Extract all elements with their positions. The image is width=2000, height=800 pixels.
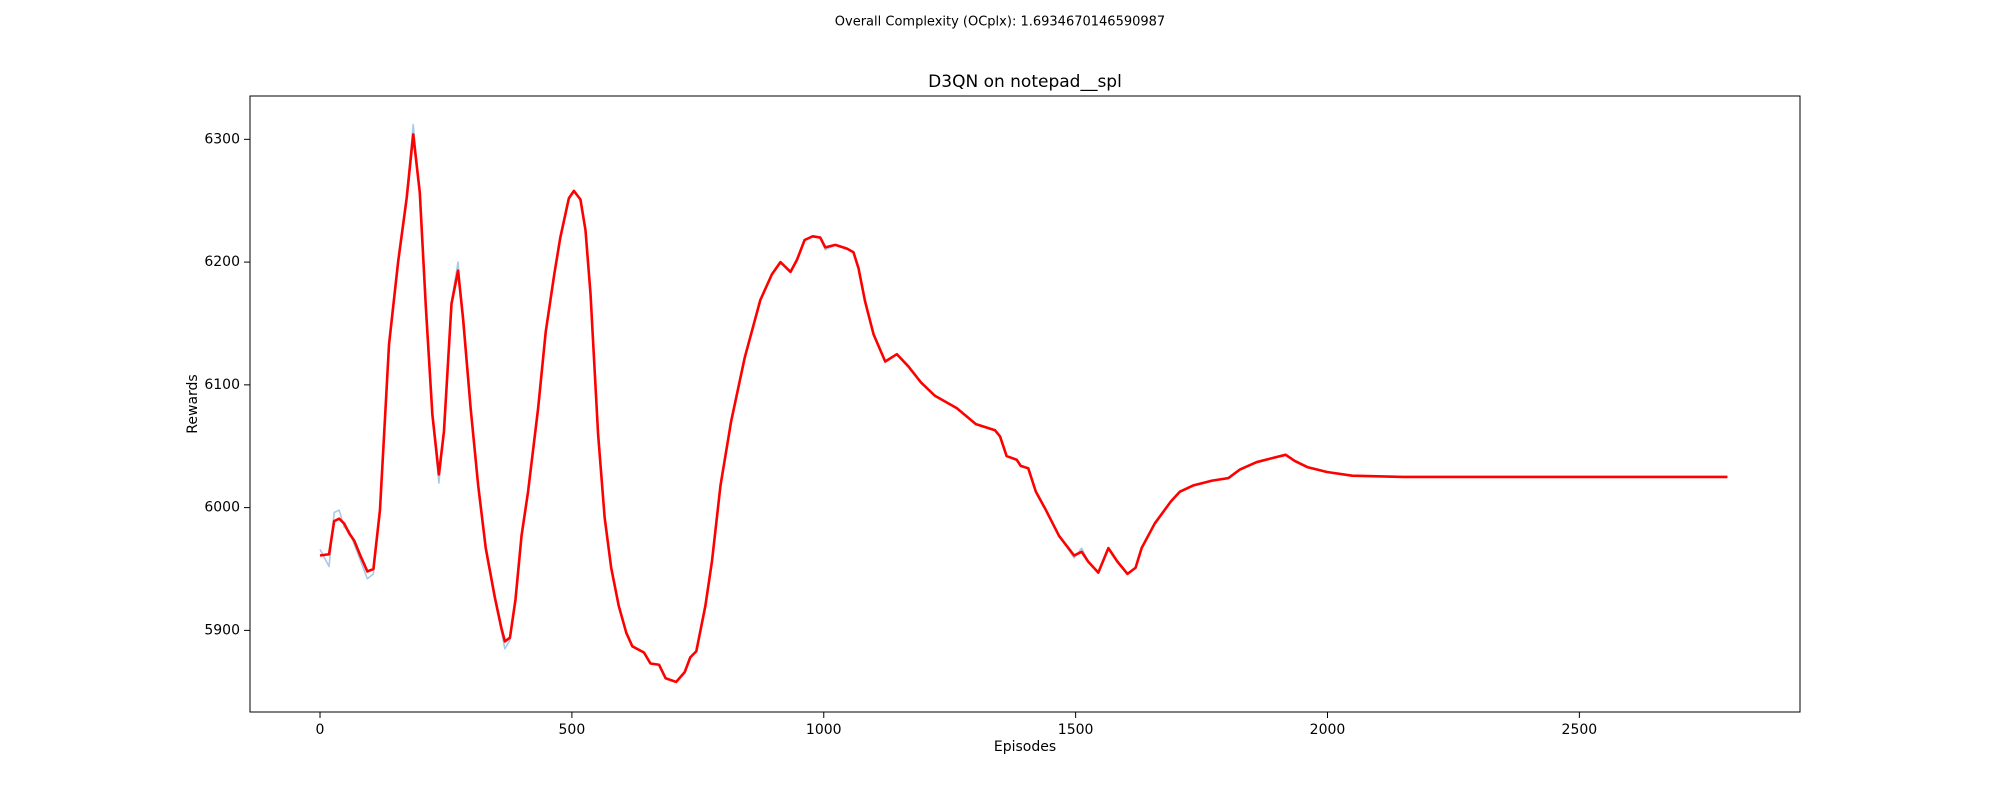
y-tick-label: 6100 <box>204 377 240 393</box>
y-tick-label: 5900 <box>204 622 240 638</box>
y-axis-label: Rewards <box>185 374 201 433</box>
x-axis-label: Episodes <box>994 739 1056 755</box>
x-tick-label: 1500 <box>1058 722 1094 738</box>
x-tick-label: 1000 <box>806 722 842 738</box>
y-tick-label: 6300 <box>204 131 240 147</box>
y-tick-label: 6200 <box>204 254 240 270</box>
y-tick-label: 6000 <box>204 500 240 516</box>
x-tick-label: 2500 <box>1562 722 1598 738</box>
suptitle: Overall Complexity (OCplx): 1.6934670146… <box>835 15 1165 30</box>
series-line <box>319 133 1728 684</box>
chart-title: D3QN on notepad__spl <box>928 72 1122 92</box>
x-tick-label: 0 <box>316 722 325 738</box>
x-tick-label: 2000 <box>1310 722 1346 738</box>
plot-frame <box>249 95 1801 713</box>
x-tick-label: 500 <box>559 722 586 738</box>
series-line <box>319 123 1728 683</box>
